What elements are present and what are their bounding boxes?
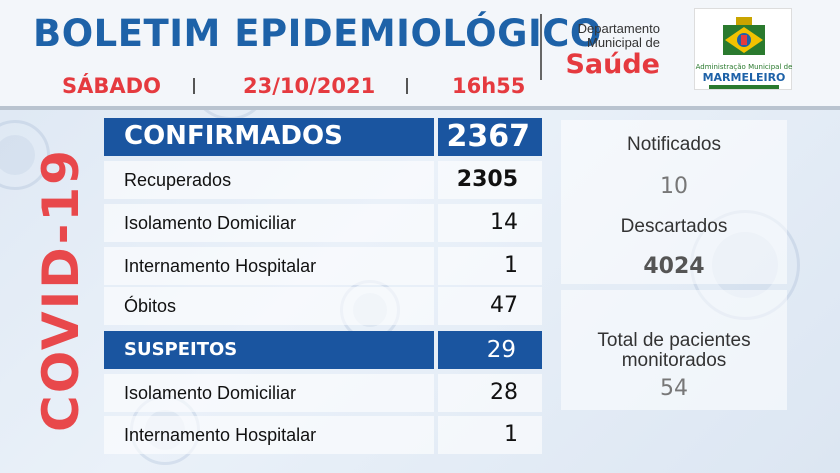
suspect-label: SUSPEITOS: [124, 339, 238, 360]
row-value: 2305: [456, 167, 518, 192]
covid-vertical-label: COVID-19: [30, 148, 92, 432]
row-label: Óbitos: [124, 296, 177, 316]
confirmed-value: 2367: [446, 119, 531, 154]
row-label: Recuperados: [124, 170, 232, 190]
confirmed-header-row: CONFIRMADOS 2367: [104, 118, 542, 156]
row-value: 1: [504, 253, 518, 278]
notified-label: Notificados: [627, 134, 721, 155]
row-label: Isolamento Domiciliar: [124, 213, 297, 233]
discarded-value: 4024: [643, 254, 705, 279]
department-block: Departamento Municipal de Saúde: [556, 22, 660, 80]
department-line-2: Municipal de: [587, 35, 660, 50]
table-row: Internamento Hospitalar 1: [104, 416, 542, 454]
row-value: 14: [490, 210, 518, 235]
logo-bar: [709, 85, 779, 89]
covid-text: COVID-19: [32, 148, 91, 432]
table-row: Recuperados 2305: [104, 161, 542, 199]
notified-value: 10: [660, 174, 688, 199]
divider: [540, 14, 542, 80]
table-row: Isolamento Domiciliar 14: [104, 204, 542, 242]
confirmed-label: CONFIRMADOS: [124, 121, 343, 151]
row-value: 1: [504, 422, 518, 447]
page-title: BOLETIM EPIDEMIOLÓGICO: [33, 12, 602, 55]
separator: [193, 78, 195, 94]
table-row: Óbitos 47: [104, 287, 542, 325]
monitored-label-1: Total de pacientes: [597, 330, 751, 351]
department-line-1: Departamento: [577, 21, 660, 36]
table-row: Isolamento Domiciliar 28: [104, 374, 542, 412]
coat-of-arms-icon: [723, 17, 765, 55]
notified-panel: Notificados 10 Descartados 4024: [561, 120, 787, 284]
row-label: Internamento Hospitalar: [124, 425, 317, 445]
separator: [406, 78, 408, 94]
row-value: 47: [490, 293, 518, 318]
discarded-label: Descartados: [620, 216, 728, 237]
logo-title: MARMELEIRO: [702, 71, 786, 84]
logo-subtitle: Administração Municipal de: [695, 63, 793, 71]
suspect-value: 29: [486, 337, 516, 363]
date-label: 23/10/2021: [243, 74, 376, 98]
monitored-panel: Total de pacientes monitorados 54: [561, 290, 787, 410]
table-row: Internamento Hospitalar 1: [104, 247, 542, 285]
row-label: Internamento Hospitalar: [124, 256, 317, 276]
row-label: Isolamento Domiciliar: [124, 383, 297, 403]
monitored-value: 54: [660, 376, 688, 401]
day-label: SÁBADO: [62, 74, 161, 98]
suspect-header-row: SUSPEITOS 29: [104, 331, 542, 369]
municipal-logo: Administração Municipal de MARMELEIRO: [694, 8, 792, 90]
monitored-label-2: monitorados: [621, 350, 727, 371]
time-label: 16h55: [452, 74, 526, 98]
virus-decoration: [0, 120, 50, 190]
row-value: 28: [490, 380, 518, 405]
header: BOLETIM EPIDEMIOLÓGICO SÁBADO 23/10/2021…: [0, 0, 840, 110]
department-name: Saúde: [565, 49, 660, 80]
